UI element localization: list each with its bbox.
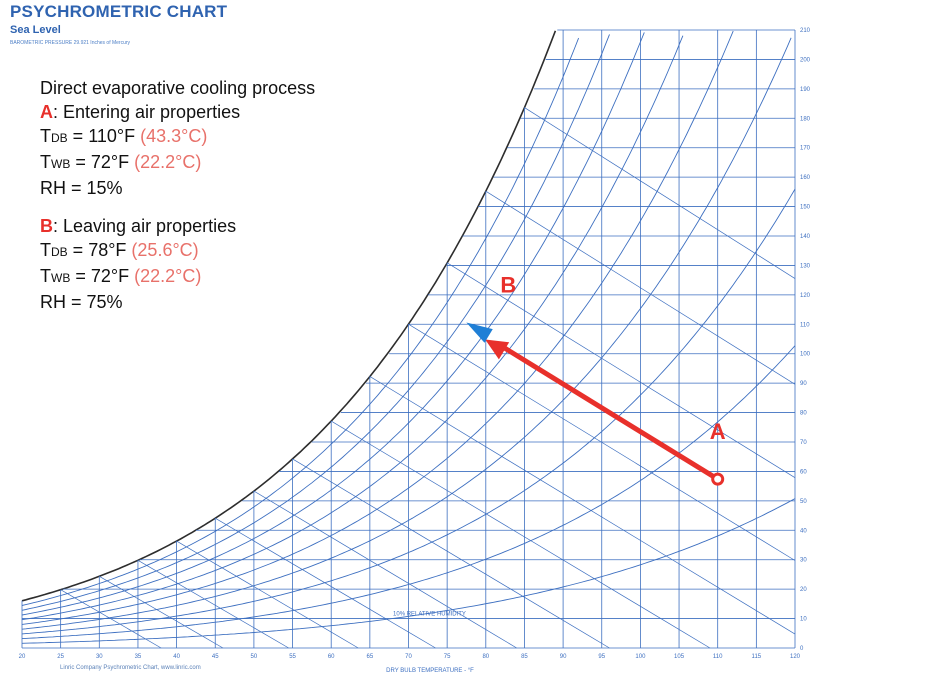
rh-curve [21,34,610,611]
point-b-marker [466,322,493,343]
wet-bulb-line [137,559,289,649]
wet-bulb-line [524,107,796,279]
y-tick-label: 100 [800,352,811,358]
saturation-curve [21,30,557,602]
rh-curve [21,32,645,616]
y-tick-label: 210 [800,28,811,34]
x-tick-label: 50 [251,654,258,660]
wet-bulb-line [408,323,796,561]
x-tick-label: 80 [482,654,489,660]
x-tick-label: 70 [405,654,412,660]
y-tick-label: 190 [800,87,811,93]
point-a-twb: TWB = 72°F (22.2°C) [40,152,202,172]
y-tick-label: 10 [800,617,807,623]
x-tick-label: 100 [635,654,646,660]
x-tick-label: 95 [598,654,605,660]
x-tick-label: 75 [444,654,451,660]
process-arrow-line [495,341,720,482]
wet-bulb-line [446,262,796,479]
x-tick-label: 35 [135,654,142,660]
point-a-marker [711,472,725,486]
wet-bulb-line [176,540,359,649]
x-axis-label: DRY BULB TEMPERATURE - °F [386,668,474,674]
x-tick-label: 20 [19,654,26,660]
x-tick-label: 90 [560,654,567,660]
rh-curve [21,345,796,640]
process-arrows: AB [466,273,726,486]
y-tick-label: 90 [800,381,807,387]
y-tick-label: 50 [800,499,807,505]
wet-bulb-line [215,517,436,649]
y-tick-label: 120 [800,293,811,299]
point-b-heading: B: Leaving air properties [40,214,315,238]
process-arrowhead [485,339,510,360]
y-tick-label: 30 [800,558,807,564]
x-tick-label: 25 [57,654,64,660]
rh-curve [21,37,580,606]
point-b-rh: RH = 75% [40,292,123,312]
wet-bulb-line [485,190,796,385]
y-tick-label: 150 [800,205,811,211]
wet-bulb-line [369,376,796,635]
x-tick-label: 120 [790,654,801,660]
y-tick-label: 70 [800,440,807,446]
y-tick-label: 130 [800,263,811,269]
rh-label: 10% RELATIVE HUMIDITY [393,611,466,617]
y-tick-label: 140 [800,234,811,240]
x-tick-label: 110 [713,654,723,660]
chart-title: PSYCHROMETRIC CHART [10,2,228,21]
process-heading: Direct evaporative cooling process [40,78,316,98]
x-tick-label: 55 [289,654,296,660]
wet-bulb-line [292,458,610,649]
rh-curve [21,30,734,625]
y-tick-label: 60 [800,469,807,475]
rh-curve [21,35,684,621]
y-tick-label: 160 [800,175,811,181]
y-tick-label: 180 [800,116,811,122]
chart-credit: Linric Company Psychrometric Chart, www.… [60,665,201,671]
x-tick-label: 45 [212,654,219,660]
x-tick-label: 60 [328,654,335,660]
wet-bulb-line [60,589,162,649]
point-a-heading: A: Entering air properties [40,100,315,124]
x-tick-label: 105 [674,654,685,660]
process-info: Direct evaporative cooling process A: En… [40,76,315,314]
point-a-label: A [710,419,726,444]
wet-bulb-line [331,420,711,649]
x-tick-label: 115 [752,654,762,660]
rh-curve [21,188,796,635]
barometric-pressure-note: BAROMETRIC PRESSURE 29.921 Inches of Mer… [10,40,131,46]
y-tick-label: 170 [800,146,811,152]
point-b-label: B [500,273,516,298]
point-b-twb: TWB = 72°F (22.2°C) [40,266,202,286]
y-tick-label: 40 [800,528,807,534]
x-tick-label: 65 [367,654,374,660]
y-tick-label: 80 [800,411,807,417]
wet-bulb-line [253,490,517,649]
point-a-letter: A [40,102,53,122]
y-tick-label: 0 [800,646,804,652]
y-tick-label: 200 [800,57,811,63]
rh-curve [21,37,792,630]
point-a-rh: RH = 15% [40,178,123,198]
chart-subtitle: Sea Level [10,24,61,36]
point-a-label: : Entering air properties [53,102,241,122]
x-tick-label: 85 [521,654,528,660]
y-tick-label: 20 [800,587,807,593]
wet-bulb-line [99,576,224,649]
point-a-tdb: TDB = 110°F (43.3°C) [40,126,208,146]
x-tick-label: 40 [173,654,180,660]
point-b-label: : Leaving air properties [53,216,237,236]
y-tick-label: 110 [800,322,810,328]
point-b-letter: B [40,216,53,236]
x-tick-label: 30 [96,654,103,660]
point-b-tdb: TDB = 78°F (25.6°C) [40,240,199,260]
